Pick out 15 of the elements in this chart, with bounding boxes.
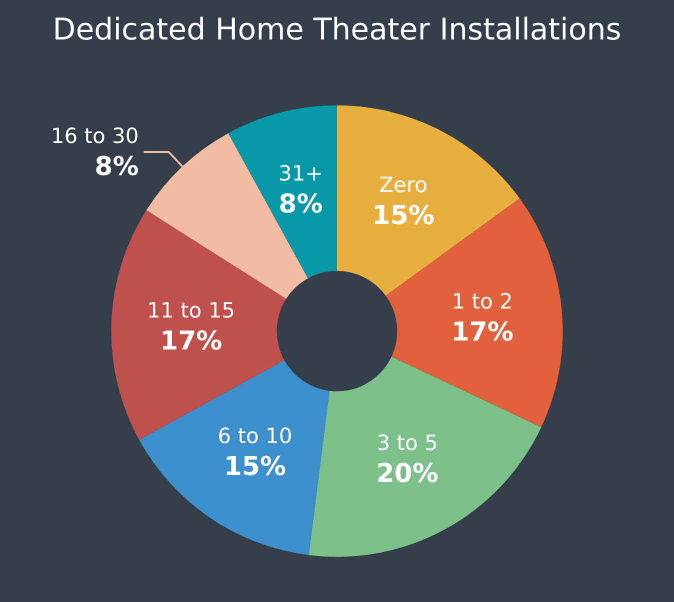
data-label: 20% xyxy=(376,459,438,490)
slice-label: 6 to 10 xyxy=(218,424,292,448)
chart-title: Dedicated Home Theater Installations xyxy=(52,12,622,48)
slice-label: 11 to 15 xyxy=(147,298,236,323)
slice-label: 3 to 5 xyxy=(376,431,438,456)
slice-label: 1 to 2 xyxy=(452,289,513,314)
slice-label: Zero xyxy=(379,173,428,198)
slice-label: 16 to 30 xyxy=(50,124,139,148)
data-label: 15% xyxy=(372,201,434,232)
slice-label: 31+ xyxy=(278,162,323,186)
data-label: 8% xyxy=(278,190,323,220)
data-label: 17% xyxy=(160,326,222,357)
data-label: 17% xyxy=(451,317,514,348)
data-label: 15% xyxy=(224,452,286,482)
data-label: 8% xyxy=(94,152,139,182)
